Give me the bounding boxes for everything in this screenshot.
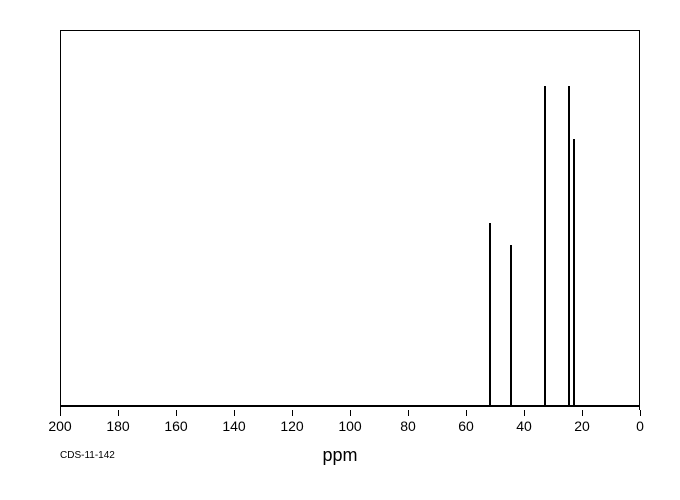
spectrum-peak (510, 245, 512, 405)
x-tick-label: 180 (106, 418, 129, 434)
x-tick (408, 410, 409, 416)
x-tick-label: 100 (338, 418, 361, 434)
x-tick-label: 60 (458, 418, 474, 434)
x-tick (118, 410, 119, 416)
spectrum-baseline (60, 405, 640, 407)
x-tick (524, 410, 525, 416)
x-tick (234, 410, 235, 416)
x-axis-label: ppm (322, 445, 357, 466)
x-tick (176, 410, 177, 416)
sample-id-label: CDS-11-142 (60, 450, 115, 461)
plot-border (60, 30, 640, 410)
x-tick-label: 20 (574, 418, 590, 434)
nmr-spectrum-chart: 200180160140120100806040200 (60, 30, 640, 410)
x-tick-label: 120 (280, 418, 303, 434)
x-tick-label: 160 (164, 418, 187, 434)
spectrum-peak (568, 86, 570, 405)
x-tick (582, 410, 583, 416)
x-tick (640, 410, 641, 416)
x-tick-label: 200 (48, 418, 71, 434)
x-tick-label: 140 (222, 418, 245, 434)
x-tick (60, 410, 61, 416)
x-tick (466, 410, 467, 416)
x-tick-label: 80 (400, 418, 416, 434)
x-tick (292, 410, 293, 416)
spectrum-peak (544, 86, 546, 405)
x-tick (350, 410, 351, 416)
x-axis: 200180160140120100806040200 (60, 410, 640, 440)
x-tick-label: 40 (516, 418, 532, 434)
spectrum-peak (489, 223, 491, 405)
spectrum-peak (573, 139, 575, 405)
x-tick-label: 0 (636, 418, 644, 434)
